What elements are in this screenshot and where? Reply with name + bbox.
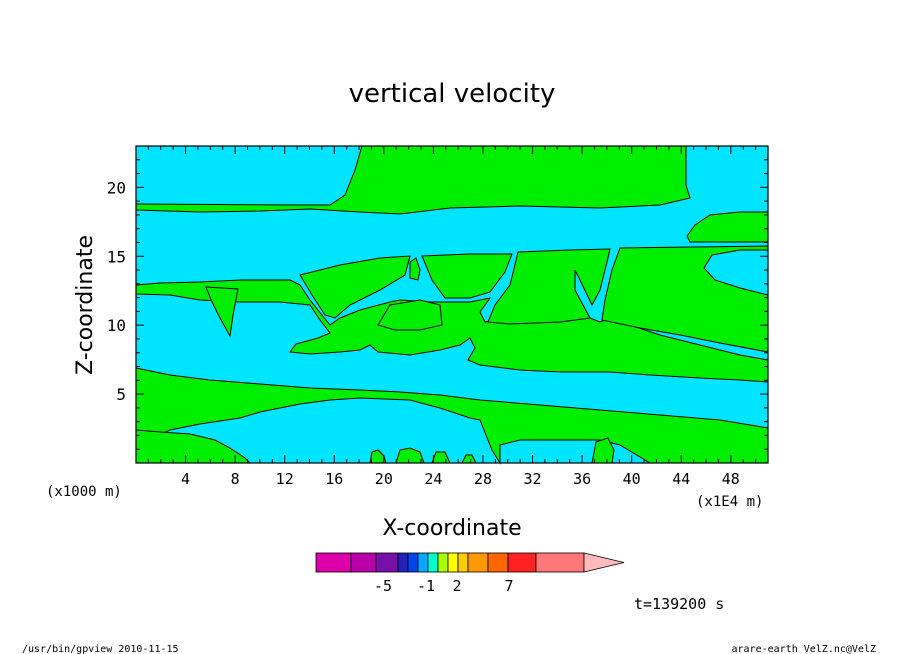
x-tick-label: 4 [181, 470, 190, 488]
x-tick-label: 44 [672, 470, 690, 488]
time-label: t=139200 s [634, 595, 724, 613]
colorbar-tick-label: 2 [452, 577, 461, 595]
contour-region-positive [487, 248, 611, 325]
plot-area [135, 145, 769, 465]
x-tick-label: 48 [722, 470, 740, 488]
x-tick-label: 28 [474, 470, 492, 488]
colorbar-segment [407, 552, 419, 573]
tick-marks [136, 146, 768, 463]
contour-region-positive [421, 253, 513, 299]
contour-region-positive [205, 286, 239, 338]
x-tick-label: 12 [276, 470, 294, 488]
colorbar-arrow [583, 552, 625, 573]
colorbar-segment [447, 552, 459, 573]
colorbar-segment [487, 552, 509, 573]
y-axis-label: Z-coordinate [73, 235, 98, 375]
footer-right: arare-earth_VelZ.nc@VelZ [732, 644, 877, 654]
contour-region-positive [135, 145, 691, 215]
y-tick-label: 5 [116, 385, 126, 404]
colorbar-segment [397, 552, 409, 573]
contour-region-positive [299, 255, 411, 319]
colorbar-segment [535, 552, 585, 573]
x-axis-label: X-coordinate [382, 516, 521, 541]
colorbar-tick-label: -5 [374, 577, 392, 595]
plot-frame [135, 145, 769, 464]
x-tick-label: 16 [325, 470, 343, 488]
colorbar-segment [427, 552, 439, 573]
footer-left: /usr/bin/gpview 2010-11-15 [22, 644, 179, 654]
x-tick-label: 36 [573, 470, 591, 488]
colorbar-segment [457, 552, 469, 573]
colorbar-segment [507, 552, 537, 573]
colorbar-segment [315, 552, 352, 573]
colorbar-tick-label: 7 [504, 577, 513, 595]
y-tick-label: 20 [107, 178, 126, 197]
x-tick-labels: 4 8 12 16 20 24 28 32 36 40 44 48 [181, 470, 740, 488]
x-tick-label: 8 [231, 470, 240, 488]
colorbar-segment [350, 552, 377, 573]
y-tick-labels: 5 10 15 20 [107, 178, 126, 404]
colorbar-segment [375, 552, 399, 573]
colorbar-segment [467, 552, 489, 573]
y-tick-label: 10 [107, 316, 126, 335]
x-unit-label: (x1E4 m) [696, 494, 763, 510]
colorbar [315, 552, 625, 573]
colorbar-tick-label: -1 [417, 577, 435, 595]
colorbar-segment [437, 552, 449, 573]
y-unit-label: (x1000 m) [46, 484, 122, 500]
chart-title: vertical velocity [349, 79, 556, 109]
x-tick-label: 40 [623, 470, 641, 488]
colorbar-tick-labels: -5 -1 2 7 [374, 577, 514, 595]
y-tick-label: 15 [107, 247, 126, 266]
x-tick-label: 20 [375, 470, 393, 488]
x-tick-label: 32 [524, 470, 542, 488]
contour-region-positive [377, 299, 443, 331]
x-tick-label: 24 [424, 470, 442, 488]
contour-region-positive [135, 367, 769, 465]
contour-region-positive [409, 257, 421, 281]
colorbar-segment [417, 552, 429, 573]
contour-region-positive [686, 211, 769, 243]
